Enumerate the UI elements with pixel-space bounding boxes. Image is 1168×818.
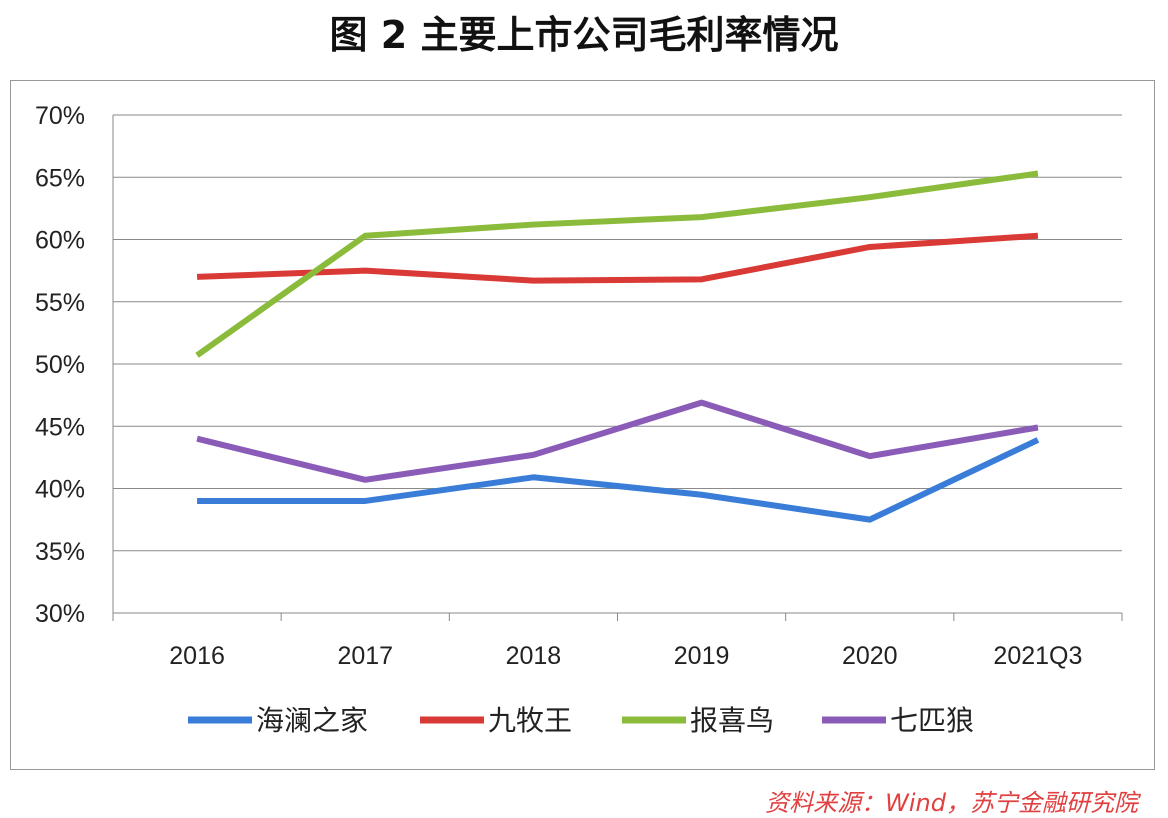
x-tick-label: 2020: [842, 642, 898, 670]
legend-label: 七匹狼: [890, 704, 974, 737]
y-tick-label: 65%: [35, 164, 85, 192]
x-tick-label: 2021Q3: [993, 642, 1082, 670]
y-tick-label: 55%: [35, 289, 85, 317]
series-line-海澜之家: [197, 437, 1040, 523]
y-tick-label: 45%: [35, 413, 85, 441]
y-tick-label: 35%: [35, 538, 85, 566]
series-line-七匹狼: [196, 399, 1039, 483]
chart-frame: [10, 80, 1155, 770]
y-tick-label: 30%: [35, 600, 85, 628]
source-note: 资料来源：Wind，苏宁金融研究院: [765, 789, 1138, 817]
y-tick-label: 50%: [35, 351, 85, 379]
x-tick-label: 2017: [337, 642, 393, 670]
series-line-九牧王: [196, 232, 1039, 284]
y-tick-label: 70%: [35, 102, 85, 130]
legend-label: 海澜之家: [256, 704, 368, 737]
legend-label: 报喜鸟: [690, 704, 774, 737]
series-line-报喜鸟: [195, 170, 1039, 358]
x-tick-label: 2016: [169, 642, 225, 670]
chart-title: 图 2 主要上市公司毛利率情况: [329, 13, 839, 57]
legend-label: 九牧王: [488, 704, 572, 737]
x-tick-label: 2018: [506, 642, 562, 670]
y-tick-label: 40%: [35, 476, 85, 504]
y-tick-label: 60%: [35, 227, 85, 255]
x-tick-label: 2019: [674, 642, 730, 670]
